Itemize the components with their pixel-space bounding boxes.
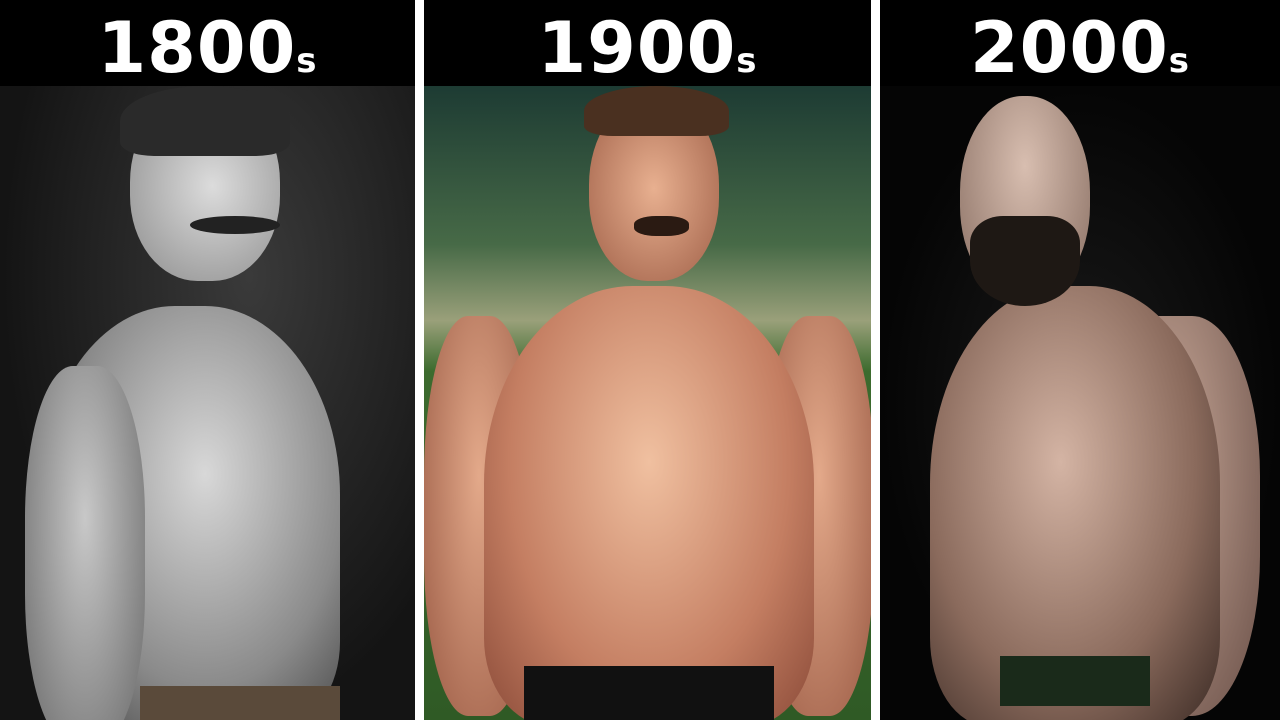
photo-1800s-strongman <box>0 86 415 720</box>
photo-2000s-bodybuilder <box>880 86 1280 720</box>
panel-2000s: 2000s <box>880 0 1280 720</box>
panel-1800s: 1800s <box>0 0 415 720</box>
photo-1900s-strongman <box>424 86 871 720</box>
era-label-1800s: 1800s <box>0 0 415 89</box>
era-label-2000s: 2000s <box>880 0 1280 89</box>
panel-1900s: 1900s <box>415 0 880 720</box>
era-label-1900s: 1900s <box>424 0 871 89</box>
